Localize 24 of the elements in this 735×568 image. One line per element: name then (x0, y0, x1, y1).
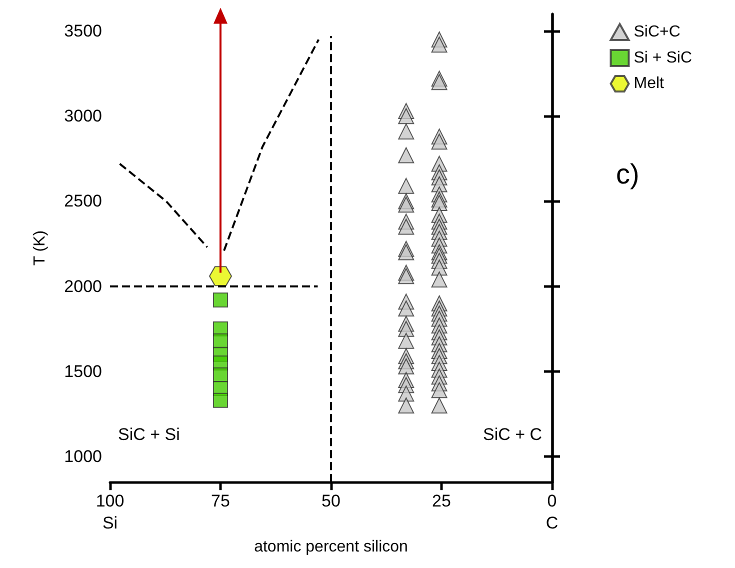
y-tick-label: 3500 (64, 22, 102, 41)
x-tick-label: 0 C (546, 492, 558, 533)
legend-label: Si + SiC (634, 50, 692, 66)
y-axis-title: T (K) (32, 230, 48, 266)
y-tick-label: 2500 (64, 192, 102, 211)
y-tick-label: 1500 (64, 362, 102, 381)
x-tick-label: 100 Si (96, 492, 124, 533)
y-tick-label: 2000 (64, 276, 102, 296)
point (209, 266, 232, 286)
point (213, 292, 228, 308)
x-axis-title: atomic percent silicon (254, 538, 408, 556)
y-tick-label: 1000 (64, 447, 102, 466)
x-tick-label: 25 (432, 492, 451, 511)
text: c) (616, 158, 640, 190)
annotation: SiC + Si (118, 425, 180, 444)
y-tick-label: 3000 (64, 106, 102, 126)
annotation: SiC + C (483, 425, 542, 444)
point (213, 392, 228, 408)
x-tick-label: 75 (211, 492, 230, 511)
legend-label: Melt (634, 75, 665, 92)
point (213, 333, 228, 348)
legend-label: SiC+C (634, 24, 680, 40)
point (213, 367, 228, 382)
x-tick-label: 50 (322, 492, 340, 511)
